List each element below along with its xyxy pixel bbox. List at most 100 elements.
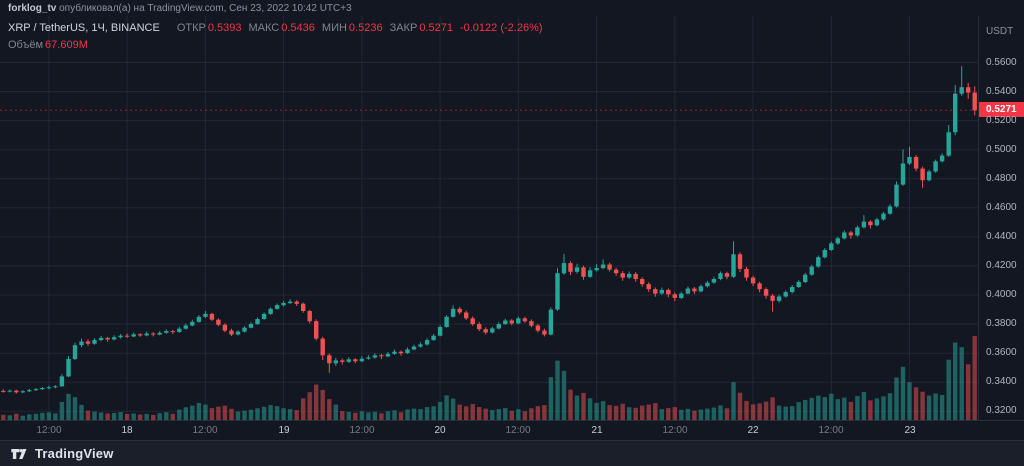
volume-bar bbox=[783, 406, 788, 420]
price-axis-label: 0.4400 bbox=[986, 231, 1017, 242]
candle-body bbox=[633, 273, 638, 279]
candle-body bbox=[900, 163, 906, 185]
close-label: ЗАКР bbox=[389, 22, 418, 34]
candle-body bbox=[711, 279, 717, 283]
candle-body bbox=[424, 340, 430, 345]
author-username[interactable]: forklog_tv bbox=[8, 2, 57, 14]
footer-bar: TradingView bbox=[0, 440, 1024, 466]
volume-bar bbox=[718, 405, 723, 420]
volume-bar bbox=[46, 412, 52, 420]
volume-bar bbox=[966, 364, 971, 420]
candle-body bbox=[40, 388, 45, 390]
legend-ohlc-row: XRP / TetherUS, 1Ч, BINANCE ОТКР 0.5393 МАК… bbox=[8, 21, 543, 36]
time-axis-date-label: 18 bbox=[121, 425, 133, 436]
candle-body bbox=[816, 257, 821, 267]
current-price-tag: 0.5271 bbox=[979, 102, 1024, 117]
volume-bar bbox=[72, 397, 78, 420]
candle-body bbox=[314, 321, 319, 339]
tradingview-brand-text[interactable]: TradingView bbox=[35, 446, 114, 461]
symbol-title[interactable]: XRP / TetherUS, 1Ч, BINANCE bbox=[8, 22, 160, 34]
candle-body bbox=[457, 308, 462, 313]
time-axis-date-label: 20 bbox=[434, 425, 446, 436]
volume-bar bbox=[503, 408, 508, 420]
volume-bar bbox=[907, 382, 912, 420]
candle-body bbox=[750, 277, 756, 284]
candle-body bbox=[59, 376, 65, 387]
volume-bar bbox=[320, 389, 325, 420]
volume-bar bbox=[953, 342, 958, 420]
volume-bar bbox=[496, 409, 501, 420]
candle-body bbox=[490, 328, 495, 333]
candle-body bbox=[776, 296, 782, 301]
candle-body bbox=[666, 289, 671, 295]
volume-bar bbox=[842, 397, 847, 420]
candle-body bbox=[98, 337, 104, 341]
volume-bar bbox=[464, 406, 469, 420]
candle-body bbox=[268, 308, 273, 314]
volume-bar bbox=[424, 407, 430, 420]
volume-bar bbox=[470, 404, 475, 420]
candle-body bbox=[144, 333, 149, 336]
candle-body bbox=[574, 267, 580, 272]
candle-body bbox=[229, 330, 234, 335]
high-label: МАКС bbox=[248, 22, 280, 34]
volume-bar bbox=[190, 405, 195, 420]
volume-bar bbox=[457, 404, 462, 420]
volume-bar bbox=[959, 347, 964, 420]
attribution-bar: forklog_tv опубликовал(а) на TradingView… bbox=[0, 0, 1024, 16]
volume-bar bbox=[366, 412, 371, 420]
price-axis-label: 0.4600 bbox=[986, 202, 1017, 213]
volume-bar bbox=[581, 392, 586, 420]
volume-bar bbox=[216, 406, 221, 420]
candle-body bbox=[46, 387, 52, 389]
volume-bar bbox=[600, 401, 606, 420]
candle-body bbox=[470, 318, 475, 325]
candle-body bbox=[613, 269, 619, 274]
volume-bar bbox=[27, 414, 32, 420]
tradingview-logo-icon[interactable] bbox=[10, 445, 28, 463]
volume-bar bbox=[829, 393, 834, 420]
candlestick-chart[interactable] bbox=[0, 16, 978, 420]
volume-bar bbox=[85, 410, 91, 420]
candle-body bbox=[346, 359, 351, 362]
volume-bar bbox=[796, 402, 801, 420]
chart-plot-area[interactable] bbox=[0, 16, 978, 420]
volume-bar bbox=[672, 407, 677, 420]
volume-bar bbox=[131, 413, 136, 420]
candle-body bbox=[757, 283, 762, 290]
quote-currency-label: USDT bbox=[986, 26, 1014, 37]
open-label: ОТКР bbox=[176, 22, 206, 34]
candle-body bbox=[450, 308, 456, 317]
candle-body bbox=[594, 268, 599, 271]
price-axis[interactable]: USDT 0.5271 0.5600 0.5400 0.5200 0.5000 0.48… bbox=[978, 16, 1024, 420]
candle-body bbox=[640, 279, 645, 285]
volume-bar bbox=[209, 408, 215, 420]
volume-bar bbox=[972, 336, 977, 420]
candle-body bbox=[763, 289, 769, 296]
volume-bar bbox=[659, 409, 664, 420]
candle-body bbox=[287, 301, 293, 304]
candle-body bbox=[33, 389, 39, 391]
candle-body bbox=[281, 303, 286, 306]
volume-bar bbox=[340, 411, 345, 420]
candle-body bbox=[7, 390, 12, 392]
volume-bar bbox=[679, 409, 684, 420]
volume-bar bbox=[587, 398, 593, 420]
volume-bar bbox=[418, 409, 423, 420]
volume-bar bbox=[490, 410, 495, 420]
volume-bar bbox=[509, 410, 514, 420]
volume-bar bbox=[568, 389, 573, 420]
candle-body bbox=[301, 303, 306, 311]
volume-bar bbox=[333, 404, 338, 420]
candle-body bbox=[783, 292, 788, 297]
volume-bar bbox=[809, 397, 814, 420]
volume-bar bbox=[790, 406, 795, 420]
volume-label: Объём bbox=[8, 39, 44, 51]
candle-body bbox=[477, 324, 482, 330]
volume-bar bbox=[692, 410, 697, 420]
time-axis[interactable]: 12:00 18 12:00 19 12:00 20 12:00 21 12:00 22 12:00… bbox=[0, 420, 1024, 443]
volume-bar bbox=[20, 415, 25, 420]
price-axis-label: 0.3800 bbox=[986, 318, 1017, 329]
candle-body bbox=[79, 341, 84, 346]
candle-body bbox=[542, 330, 547, 335]
